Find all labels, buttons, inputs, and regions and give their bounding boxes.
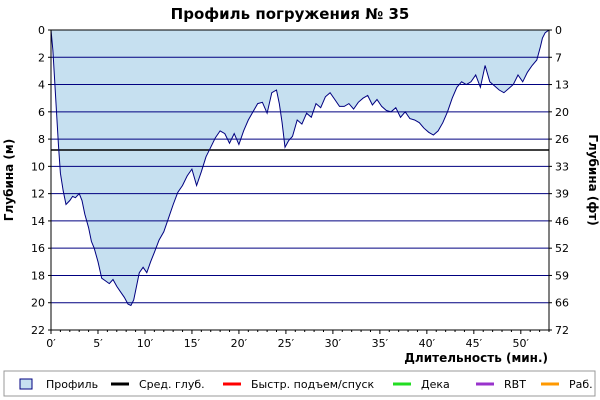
y-tick-label-left: 16 <box>31 242 45 255</box>
y-axis-left: 0 2 4 6 8 10 12 14 16 18 20 22 <box>31 24 51 337</box>
y-tick-label-right: 33 <box>555 160 569 173</box>
x-tick-label: 0′ <box>46 337 56 350</box>
y-tick-label-left: 8 <box>38 133 45 146</box>
y-tick-label-left: 2 <box>38 51 45 64</box>
profile-line <box>50 29 550 307</box>
x-tick-label: 30′ <box>325 337 342 350</box>
chart-title: Профиль погружения № 35 <box>171 5 410 23</box>
y-tick-label-right: 59 <box>555 269 569 282</box>
y-tick-label-left: 0 <box>38 24 45 37</box>
x-tick-label: 10′ <box>137 337 154 350</box>
legend-item-label: Раб. <box>569 378 593 391</box>
y-axis-right: 0 7 13 20 26 33 39 46 52 59 66 72 <box>549 24 569 337</box>
x-tick-label: 50′ <box>513 337 530 350</box>
x-tick-label: 15′ <box>184 337 201 350</box>
legend-item-label: Быстр. подъем/спуск <box>251 378 375 391</box>
legend-item-label: RBT <box>504 378 526 391</box>
y-tick-label-right: 7 <box>555 51 562 64</box>
x-tick-label: 45′ <box>466 337 483 350</box>
y-tick-label-right: 39 <box>555 188 569 201</box>
x-axis: 0′ 5′ 10′ 15′ 20′ 25′ 30′ 35′ 40′ 45′ 50′ <box>46 330 550 350</box>
y-axis-label-right: Глубина (фт) <box>586 134 600 225</box>
legend-item-label: Дека <box>421 378 450 391</box>
legend-swatch-profile <box>19 378 33 390</box>
y-tick-label-right: 0 <box>555 24 562 37</box>
x-tick-label: 40′ <box>419 337 436 350</box>
y-axis-label-left: Глубина (м) <box>2 139 16 221</box>
grid-lines <box>51 56 549 304</box>
y-tick-label-left: 4 <box>38 79 45 92</box>
x-tick-label: 20′ <box>231 337 248 350</box>
y-tick-label-left: 12 <box>31 188 45 201</box>
x-tick-label: 35′ <box>372 337 389 350</box>
y-tick-label-right: 26 <box>555 133 569 146</box>
plot-area <box>50 29 550 331</box>
y-tick-label-left: 22 <box>31 324 45 337</box>
y-tick-label-left: 20 <box>31 297 45 310</box>
y-tick-label-right: 13 <box>555 79 569 92</box>
x-axis-label: Длительность (мин.) <box>404 351 548 365</box>
y-tick-label-left: 6 <box>38 106 45 119</box>
legend: Профиль Сред. глуб. Быстр. подъем/спуск Дек… <box>3 370 596 397</box>
y-tick-label-left: 18 <box>31 269 45 282</box>
x-tick-label: 5′ <box>93 337 103 350</box>
y-tick-label-right: 46 <box>555 215 569 228</box>
y-tick-label-right: 72 <box>555 324 569 337</box>
legend-item-label: Сред. глуб. <box>139 378 205 391</box>
y-tick-label-right: 20 <box>555 106 569 119</box>
y-tick-label-right: 52 <box>555 242 569 255</box>
x-tick-label: 25′ <box>278 337 295 350</box>
profile-area <box>51 30 549 306</box>
plot-frame <box>50 29 550 331</box>
legend-item-label: Профиль <box>46 378 98 391</box>
legend-frame <box>3 370 596 397</box>
y-tick-label-left: 14 <box>31 215 45 228</box>
y-tick-label-left: 10 <box>31 160 45 173</box>
y-tick-label-right: 66 <box>555 297 569 310</box>
